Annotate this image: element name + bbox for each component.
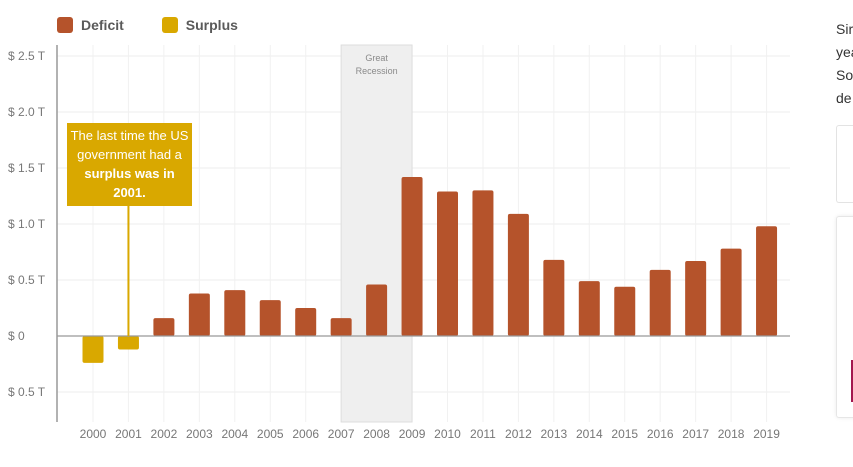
deficit-swatch-icon: [57, 17, 73, 33]
x-tick-label: 2005: [257, 427, 284, 441]
callout-text: The last time the US government had a: [70, 128, 189, 162]
x-tick-label: 2004: [221, 427, 248, 441]
y-tick-label: $ 0.5 T: [8, 273, 46, 287]
bar-deficit-2005[interactable]: [259, 300, 281, 336]
bar-deficit-2013[interactable]: [543, 259, 565, 336]
x-tick-label: 2003: [186, 427, 213, 441]
x-tick-label: 2000: [80, 427, 107, 441]
grid-lines: [57, 45, 790, 422]
side-fragment-4: de: [836, 90, 852, 106]
bar-deficit-2008[interactable]: [366, 284, 388, 336]
bar-deficit-2016[interactable]: [649, 269, 671, 336]
legend-surplus-label: Surplus: [185, 17, 238, 33]
bar-surplus-2001[interactable]: [117, 336, 139, 350]
x-axis: 2000 2001 2002 2003 2004 2005 2006 2007 2008 2009…: [80, 427, 781, 441]
side-card-bottom[interactable]: [836, 216, 853, 418]
bar-deficit-2009[interactable]: [401, 176, 423, 336]
bar-deficit-2010[interactable]: [437, 191, 458, 336]
legend-deficit-label: Deficit: [81, 17, 124, 33]
y-tick-label: $ 2.5 T: [8, 49, 46, 63]
y-tick-label: $ 0: [8, 329, 25, 343]
side-fragment-3: So: [836, 67, 853, 83]
x-tick-label: 2012: [505, 427, 532, 441]
y-tick-label: $ 1.0 T: [8, 217, 46, 231]
bar-deficit-2006[interactable]: [295, 308, 317, 336]
x-tick-label: 2019: [753, 427, 780, 441]
x-tick-label: 2013: [540, 427, 567, 441]
y-tick-label: $ 0.5 T: [8, 385, 46, 399]
side-card-top[interactable]: [836, 125, 853, 203]
x-tick-label: 2006: [292, 427, 319, 441]
bar-deficit-2015[interactable]: [614, 286, 636, 336]
recession-label: Great Recession: [356, 53, 398, 76]
bar-deficit-2002[interactable]: [153, 318, 175, 336]
bar-deficit-2011[interactable]: [472, 190, 494, 336]
x-tick-label: 2016: [647, 427, 674, 441]
x-tick-label: 2009: [399, 427, 426, 441]
legend: Deficit Surplus: [57, 17, 238, 33]
bar-deficit-2018[interactable]: [720, 248, 742, 336]
bar-deficit-2014[interactable]: [578, 281, 600, 336]
bar-deficit-2003[interactable]: [188, 293, 210, 336]
bar-deficit-2019[interactable]: [756, 226, 778, 336]
x-tick-label: 2001: [115, 427, 142, 441]
x-tick-label: 2011: [470, 427, 496, 441]
bars: [57, 176, 790, 363]
legend-item-deficit[interactable]: Deficit: [57, 17, 124, 33]
bar-surplus-2000[interactable]: [82, 336, 104, 363]
y-axis: $ 2.5 T $ 2.0 T $ 1.5 T $ 1.0 T $ 0.5 T $ 0 $ …: [8, 45, 58, 422]
side-accent-bar: [851, 360, 853, 402]
surplus-swatch-icon: [161, 17, 178, 33]
bar-deficit-2004[interactable]: [224, 290, 246, 336]
bar-deficit-2012[interactable]: [507, 213, 529, 336]
legend-item-surplus[interactable]: Surplus: [161, 17, 238, 33]
x-tick-label: 2002: [151, 427, 178, 441]
x-tick-label: 2017: [682, 427, 709, 441]
x-tick-label: 2007: [328, 427, 355, 441]
surplus-callout: The last time the US government had a su…: [67, 123, 192, 206]
callout-bold-text: surplus was in 2001.: [84, 166, 175, 200]
y-tick-label: $ 2.0 T: [8, 105, 46, 119]
recession-shading: [340, 44, 413, 423]
y-tick-label: $ 1.5 T: [8, 161, 46, 175]
side-fragment-1: Sir: [836, 21, 853, 37]
x-tick-label: 2015: [611, 427, 638, 441]
bar-deficit-2017[interactable]: [685, 260, 707, 336]
x-tick-label: 2010: [434, 427, 461, 441]
x-tick-label: 2018: [718, 427, 745, 441]
side-panel-text: Sir yea So de: [836, 18, 853, 110]
x-tick-label: 2008: [363, 427, 390, 441]
side-fragment-2: yea: [836, 44, 853, 60]
x-tick-label: 2014: [576, 427, 603, 441]
bar-deficit-2007[interactable]: [330, 318, 352, 336]
